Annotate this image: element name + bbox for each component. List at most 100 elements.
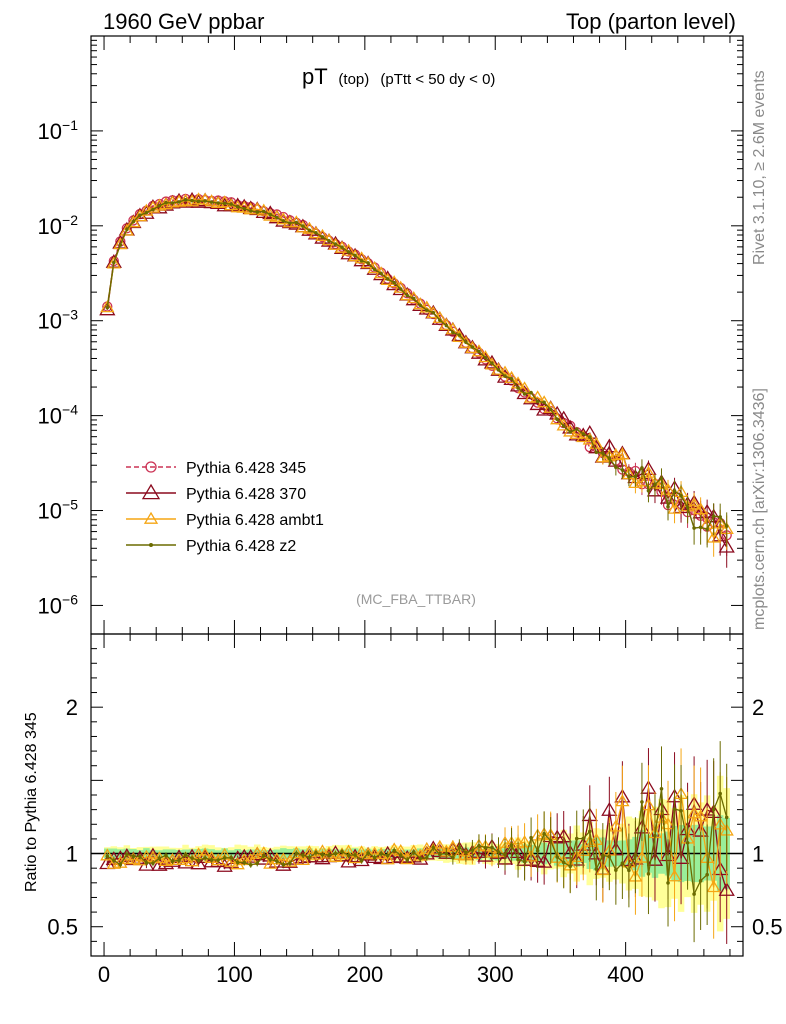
legend-marker	[143, 511, 159, 524]
ratio-point	[692, 892, 696, 896]
ratio-point	[289, 846, 304, 859]
ratio-point	[380, 852, 395, 865]
data-point	[216, 201, 220, 205]
data-point	[426, 306, 441, 319]
rivet-version: Rivet 3.1.10, ≥ 2.6M events	[751, 70, 768, 265]
data-point	[457, 333, 462, 337]
ratio-y-axis-label: Ratio to Pythia 6.428 345	[23, 712, 40, 892]
ratio-point	[516, 857, 520, 862]
plot-title-main: pT	[302, 64, 327, 89]
ratio-point	[496, 850, 501, 854]
data-point	[633, 474, 638, 479]
data-point	[256, 203, 271, 216]
ratio-point	[646, 872, 651, 876]
ratio-point	[457, 845, 462, 850]
ratio-point	[151, 861, 155, 866]
data-point	[229, 202, 233, 206]
legend-entry: Pythia 6.428 345	[126, 460, 306, 477]
y-tick-label: 10−2	[38, 212, 79, 239]
ratio-point	[190, 856, 194, 860]
ratio-point	[327, 853, 331, 857]
y-tick-label: 10−6	[38, 591, 79, 618]
ratio-point	[261, 853, 266, 858]
ratio-point	[385, 853, 390, 858]
ratio-point	[230, 857, 245, 870]
data-point	[248, 209, 253, 213]
data-point	[261, 209, 266, 214]
ratio-point	[633, 853, 638, 857]
data-point	[451, 327, 468, 342]
data-point	[516, 386, 520, 390]
data-point	[431, 310, 436, 315]
ratio-point	[666, 881, 670, 885]
ratio-point	[705, 872, 709, 877]
y-tick-label: 10−4	[38, 402, 79, 429]
data-point	[263, 208, 278, 221]
ratio-point	[581, 836, 586, 841]
ratio-point	[667, 869, 682, 882]
y-tick-exp: −6	[62, 591, 78, 607]
ratio-point	[601, 853, 605, 858]
data-point	[569, 426, 584, 439]
ratio-point	[672, 807, 677, 811]
ratio-point	[288, 861, 292, 866]
data-point	[471, 344, 487, 357]
ratio-point	[307, 855, 312, 860]
data-point	[190, 198, 194, 203]
ratio-point	[679, 809, 683, 813]
y-tick-label: 10−1	[38, 117, 79, 144]
data-point	[144, 210, 149, 215]
ratio-point	[509, 843, 514, 847]
ratio-point	[100, 848, 115, 861]
data-point	[555, 417, 559, 422]
ratio-point	[555, 855, 559, 859]
data-point	[106, 256, 121, 269]
data-point	[614, 465, 618, 470]
data-point	[522, 392, 527, 396]
ratio-point	[366, 851, 370, 855]
data-point	[380, 272, 395, 285]
ratio-point	[354, 845, 369, 858]
ratio-point	[372, 855, 377, 860]
y-tick-base: 10	[38, 214, 62, 239]
data-point	[589, 436, 604, 449]
data-point	[118, 243, 123, 247]
ratio-point	[340, 849, 344, 854]
ratio-point	[411, 850, 416, 855]
ratio-point	[387, 842, 402, 855]
data-point	[666, 505, 670, 509]
ratio-point	[268, 857, 273, 862]
ratio-point	[477, 843, 481, 848]
ratio-point	[294, 851, 299, 856]
y-tick-label: 10−5	[38, 497, 79, 524]
data-point	[581, 432, 586, 436]
plot-title-sub1: (top)	[338, 71, 369, 88]
main-ticks	[91, 35, 743, 634]
ratio-point	[248, 863, 253, 867]
ratio-point	[706, 880, 721, 893]
ratio-point	[431, 845, 436, 850]
data-point	[477, 351, 494, 366]
ratio-point	[281, 862, 286, 867]
y-tick-exp: −2	[62, 212, 78, 228]
data-point	[379, 271, 383, 276]
ratio-point	[138, 854, 142, 859]
data-point	[667, 501, 682, 514]
ratio-point	[594, 867, 599, 871]
ratio-point	[627, 868, 631, 873]
data-point	[490, 361, 494, 365]
ratio-point	[333, 851, 338, 856]
ratio-point	[295, 852, 311, 866]
ratio-point	[255, 861, 260, 866]
ratio-point	[490, 845, 494, 850]
ratio-point	[222, 856, 227, 860]
data-point	[705, 527, 709, 532]
data-point	[126, 215, 141, 228]
y-tick-base: 10	[38, 593, 62, 618]
ratio-y-tick-label-right: 0.5	[752, 915, 783, 940]
x-tick-label: 0	[98, 962, 110, 987]
data-point	[641, 465, 656, 478]
data-point	[359, 259, 364, 263]
data-point	[242, 206, 247, 211]
